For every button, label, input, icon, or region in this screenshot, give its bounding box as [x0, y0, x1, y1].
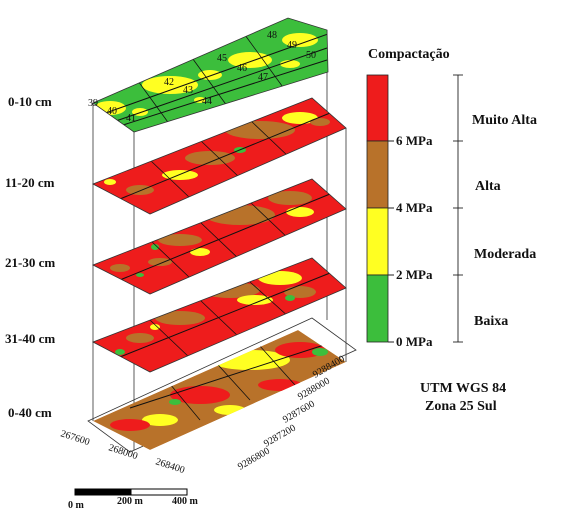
plot-number-45: 45 — [217, 53, 227, 64]
plot-number-40: 40 — [107, 106, 117, 117]
depth-label-11-20: 11-20 cm — [5, 175, 55, 190]
base-frame — [87, 317, 357, 453]
projection-line1: UTM WGS 84 — [420, 381, 506, 396]
legend-swatch-baixa — [366, 274, 389, 343]
legend-swatch-moderada — [366, 207, 389, 276]
easting-tick-268400: 268400 — [154, 456, 186, 476]
legend-swatch-muito-alta — [366, 74, 389, 142]
legend-ticks: 6 MPa 4 MPa 2 MPa 0 MPa — [388, 133, 433, 349]
scale-label-400: 400 m — [172, 496, 199, 507]
plot-number-46: 46 — [237, 63, 247, 74]
plot-number-48: 48 — [267, 30, 277, 41]
plot-number-41: 41 — [126, 113, 136, 124]
legend-tick-6: 6 MPa — [396, 133, 433, 148]
map-layer-0-10cm — [93, 18, 328, 132]
plot-number-49: 49 — [287, 40, 297, 51]
northing-tick-9287200: 9287200 — [262, 423, 298, 450]
legend-title: Compactação — [368, 47, 450, 62]
map-layer-21-30cm — [93, 179, 346, 294]
depth-label-31-40: 31-40 cm — [5, 331, 56, 346]
plot-number-50: 50 — [306, 50, 316, 61]
legend-class-alta: Alta — [475, 179, 501, 194]
plot-number-43: 43 — [183, 85, 193, 96]
map-layer-11-20cm — [93, 98, 346, 214]
plot-number-42: 42 — [164, 77, 174, 88]
scale-bar: 0 m 200 m 400 m — [68, 488, 199, 511]
legend-swatch-alta — [366, 140, 389, 209]
legend-class-bracket — [453, 74, 463, 343]
plot-numbers: 39 40 41 42 43 44 45 46 47 48 49 50 — [88, 30, 316, 124]
easting-tick-267600: 267600 — [59, 428, 91, 448]
projection-note: UTM WGS 84 Zona 25 Sul — [420, 381, 506, 414]
legend-class-moderada: Moderada — [474, 247, 536, 262]
depth-label-0-10: 0-10 cm — [8, 94, 52, 109]
plot-number-44: 44 — [202, 96, 212, 107]
legend-class-muito-alta: Muito Alta — [472, 113, 537, 128]
map-layer-0-40cm — [93, 330, 346, 450]
plot-number-39: 39 — [88, 98, 98, 109]
northing-tick-9287600: 9287600 — [281, 399, 317, 426]
legend-colorbar — [366, 74, 389, 343]
legend-tick-4: 4 MPa — [396, 200, 433, 215]
depth-label-21-30: 21-30 cm — [5, 255, 56, 270]
scale-label-0: 0 m — [68, 500, 85, 511]
legend-tick-2: 2 MPa — [396, 267, 433, 282]
layer-outlines — [92, 17, 347, 373]
northing-tick-9286800: 9286800 — [236, 446, 272, 473]
depth-label-0-40: 0-40 cm — [8, 405, 52, 420]
legend-classes: Muito Alta Alta Moderada Baixa — [472, 113, 537, 329]
plot-number-47: 47 — [258, 72, 268, 83]
projection-line2: Zona 25 Sul — [425, 399, 497, 414]
scale-label-200: 200 m — [117, 496, 144, 507]
legend-tick-0: 0 MPa — [396, 334, 433, 349]
legend-class-baixa: Baixa — [474, 314, 508, 329]
